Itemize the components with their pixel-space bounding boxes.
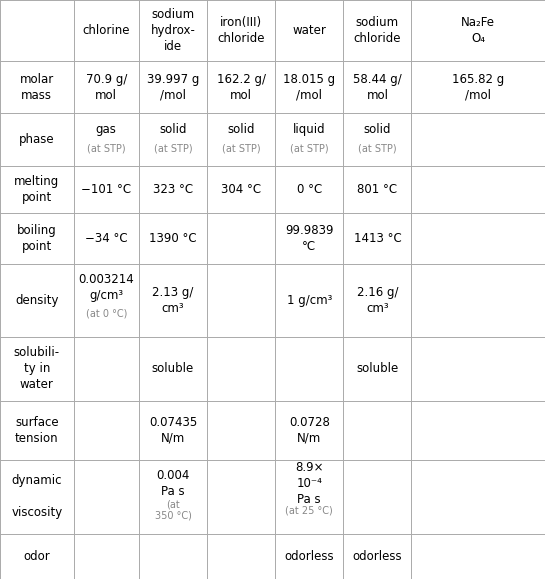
Text: (at STP): (at STP) (87, 144, 125, 154)
Text: odor: odor (23, 550, 50, 563)
Text: boiling
point: boiling point (17, 224, 57, 253)
Text: 1390 °C: 1390 °C (149, 232, 197, 245)
Text: 304 °C: 304 °C (221, 183, 261, 196)
Text: 2.16 g/
cm³: 2.16 g/ cm³ (356, 286, 398, 315)
Text: (at STP): (at STP) (154, 144, 192, 154)
Text: 0.004
Pa s: 0.004 Pa s (156, 469, 190, 498)
Text: density: density (15, 294, 58, 307)
Text: 18.015 g
/mol: 18.015 g /mol (283, 72, 335, 101)
Text: odorless: odorless (284, 550, 334, 563)
Text: 165.82 g
/mol: 165.82 g /mol (452, 72, 504, 101)
Text: molar
mass: molar mass (20, 72, 54, 101)
Text: 801 °C: 801 °C (358, 183, 397, 196)
Text: (at STP): (at STP) (290, 144, 329, 154)
Text: 58.44 g/
mol: 58.44 g/ mol (353, 72, 402, 101)
Text: 0.07435
N/m: 0.07435 N/m (149, 416, 197, 445)
Text: 0.0728
N/m: 0.0728 N/m (289, 416, 330, 445)
Text: 70.9 g/
mol: 70.9 g/ mol (86, 72, 127, 101)
Text: liquid: liquid (293, 123, 325, 137)
Text: gas: gas (96, 123, 117, 137)
Text: solid: solid (227, 123, 255, 137)
Text: (at STP): (at STP) (358, 144, 397, 154)
Text: odorless: odorless (353, 550, 402, 563)
Text: (at 25 °C): (at 25 °C) (286, 505, 333, 515)
Text: solubili-
ty in
water: solubili- ty in water (14, 346, 60, 391)
Text: melting
point: melting point (14, 175, 59, 204)
Text: (at 0 °C): (at 0 °C) (86, 309, 127, 318)
Text: 0 °C: 0 °C (296, 183, 322, 196)
Text: 8.9×
10⁻⁴
Pa s: 8.9× 10⁻⁴ Pa s (295, 461, 324, 506)
Text: solid: solid (159, 123, 187, 137)
Text: (at STP): (at STP) (222, 144, 261, 154)
Text: sodium
chloride: sodium chloride (354, 16, 401, 45)
Text: 39.997 g
/mol: 39.997 g /mol (147, 72, 199, 101)
Text: chlorine: chlorine (82, 24, 130, 37)
Text: 0.003214
g/cm³: 0.003214 g/cm³ (78, 273, 134, 302)
Text: soluble: soluble (152, 362, 194, 375)
Text: 1 g/cm³: 1 g/cm³ (287, 294, 332, 307)
Text: 162.2 g/
mol: 162.2 g/ mol (217, 72, 265, 101)
Text: sodium
hydrox-
ide: sodium hydrox- ide (150, 8, 196, 53)
Text: solid: solid (364, 123, 391, 137)
Text: Na₂Fe
O₄: Na₂Fe O₄ (461, 16, 495, 45)
Text: phase: phase (19, 133, 55, 146)
Text: dynamic

viscosity: dynamic viscosity (11, 474, 63, 519)
Text: 2.13 g/
cm³: 2.13 g/ cm³ (153, 286, 193, 315)
Text: 1413 °C: 1413 °C (354, 232, 401, 245)
Text: surface
tension: surface tension (15, 416, 59, 445)
Text: soluble: soluble (356, 362, 398, 375)
Text: iron(III)
chloride: iron(III) chloride (217, 16, 265, 45)
Text: (at
350 °C): (at 350 °C) (155, 499, 191, 521)
Text: water: water (292, 24, 326, 37)
Text: 99.9839
°C: 99.9839 °C (285, 224, 334, 253)
Text: −101 °C: −101 °C (81, 183, 131, 196)
Text: 323 °C: 323 °C (153, 183, 193, 196)
Text: −34 °C: −34 °C (85, 232, 128, 245)
